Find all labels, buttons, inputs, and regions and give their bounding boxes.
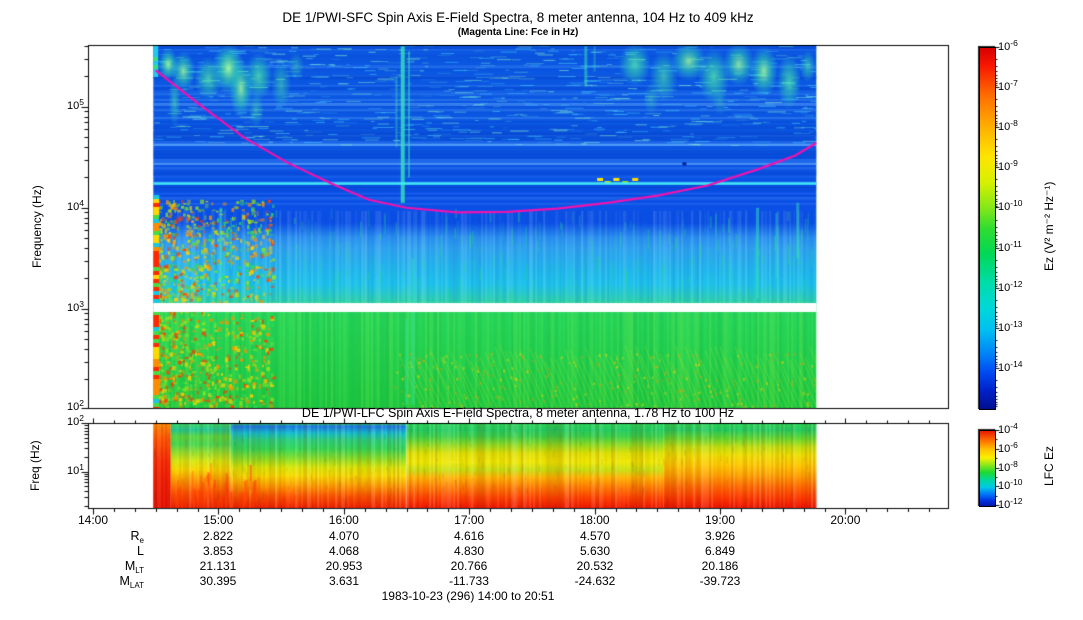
pow-base: 10 xyxy=(998,424,1011,436)
pow-exponent: 1 xyxy=(79,461,84,472)
sfc-colorbar-tick-label: 10-7 xyxy=(998,78,1018,95)
lfc-colorbar-tick-label: 10-12 xyxy=(998,496,1023,513)
pow-exponent: -4 xyxy=(1010,421,1018,431)
pow-base: 10 xyxy=(998,121,1011,134)
pow-exponent: -12 xyxy=(1010,278,1023,289)
sfc-y-tick-label: 103 xyxy=(67,298,84,316)
lfc-colorbar xyxy=(979,430,996,507)
lfc-colorbar-tick-label: 10-4 xyxy=(998,421,1018,438)
pow-exponent: -7 xyxy=(1010,78,1018,89)
pow-base: 10 xyxy=(67,416,80,428)
pow-exponent: -12 xyxy=(1010,496,1023,506)
sfc-y-tick-label: 102 xyxy=(67,398,84,415)
time-tick-label: 20:00 xyxy=(830,513,861,527)
pow-base: 10 xyxy=(67,200,80,213)
pow-exponent: -6 xyxy=(1010,38,1018,48)
pow-base: 10 xyxy=(67,401,80,414)
pow-base: 10 xyxy=(998,361,1011,374)
pow-base: 10 xyxy=(998,41,1011,53)
pow-base: 10 xyxy=(998,281,1011,294)
time-tick-label: 18:00 xyxy=(579,513,610,527)
time-tick-label: 14:00 xyxy=(77,513,109,527)
pow-exponent: -8 xyxy=(1010,118,1018,129)
sfc-colorbar-tick-labels: 10-6 10-7 10-8 10-9 10-10 10-11 10-12 10-13 10-1… xyxy=(998,38,1038,408)
lfc-colorbar-tick-label: 10-10 xyxy=(998,477,1023,494)
lfc-y-tick-label: 102 xyxy=(67,413,84,430)
sfc-colorbar-tick-label: 10-10 xyxy=(998,198,1023,215)
pow-base: 10 xyxy=(998,461,1011,474)
pow-base: 10 xyxy=(998,201,1011,214)
time-tick-label: 19:00 xyxy=(704,513,736,527)
sfc-title: DE 1/PWI-SFC Spin Axis E-Field Spectra, … xyxy=(282,10,754,25)
pow-base: 10 xyxy=(67,301,80,314)
pow-exponent: -13 xyxy=(1010,318,1023,329)
pow-exponent: -6 xyxy=(1010,439,1018,450)
sfc-colorbar-tick-label: 10-11 xyxy=(998,238,1022,256)
pow-base: 10 xyxy=(67,464,80,477)
footer-label: 1983-10-23 (296) 14:00 to 20:51 xyxy=(381,589,555,603)
pow-base: 10 xyxy=(998,442,1011,455)
sfc-colorbar-tick-label: 10-9 xyxy=(998,158,1018,175)
lfc-title: DE 1/PWI-LFC Spin Axis E-Field Spectra, … xyxy=(301,406,735,420)
lfc-colorbar-tick-label: 10-8 xyxy=(998,458,1018,476)
sfc-y-tick-labels: 105 104 103 102 xyxy=(40,45,84,413)
sfc-colorbar-tick-label: 10-14 xyxy=(998,358,1023,376)
lfc-colorbar-tick-label: 10-6 xyxy=(998,439,1018,457)
pow-exponent: 4 xyxy=(79,197,84,208)
pow-base: 10 xyxy=(998,241,1011,254)
pow-exponent: -11 xyxy=(1010,238,1022,249)
time-tick-label: 16:00 xyxy=(328,513,359,527)
pow-base: 10 xyxy=(998,480,1011,493)
lfc-y-tick-label: 101 xyxy=(67,461,84,479)
sfc-y-tick-label: 104 xyxy=(67,197,84,215)
time-tick-label: 15:00 xyxy=(203,513,234,527)
lfc-colorbar-label: LFC Ez xyxy=(1042,445,1056,486)
pow-exponent: -9 xyxy=(1010,158,1018,169)
sfc-colorbar xyxy=(979,47,996,410)
sfc-y-tick-label: 105 xyxy=(67,96,84,114)
pow-exponent: 2 xyxy=(79,398,84,409)
pow-exponent: -10 xyxy=(1010,198,1023,209)
lfc-colorbar-tick-labels: 10-4 10-6 10-8 10-10 10-12 xyxy=(998,421,1038,511)
sfc-colorbar-tick-label: 10-6 xyxy=(998,38,1018,55)
pow-exponent: 5 xyxy=(79,96,84,107)
pow-base: 10 xyxy=(998,499,1011,511)
time-axis-labels: 14:00 15:00 16:00 17:00 18:00 19:00 20:00 xyxy=(0,513,1083,528)
pow-exponent: 2 xyxy=(79,413,84,423)
pow-base: 10 xyxy=(998,321,1011,334)
sfc-colorbar-label: Ez (V² m⁻² Hz⁻¹) xyxy=(1042,181,1056,272)
sfc-colorbar-tick-label: 10-13 xyxy=(998,318,1023,336)
time-tick-label: 17:00 xyxy=(454,513,485,527)
pow-exponent: -10 xyxy=(1010,477,1023,488)
pow-base: 10 xyxy=(67,99,80,112)
sfc-colorbar-tick-label: 10-8 xyxy=(998,118,1018,135)
pow-exponent: -14 xyxy=(1010,358,1023,369)
pow-base: 10 xyxy=(998,161,1011,174)
pow-exponent: 3 xyxy=(79,298,84,309)
pow-exponent: -8 xyxy=(1010,458,1018,469)
sfc-colorbar-tick-label: 10-12 xyxy=(998,278,1023,296)
lfc-y-tick-labels: 102 101 xyxy=(40,413,84,508)
sfc-subtitle: (Magenta Line: Fce in Hz) xyxy=(457,27,579,38)
pow-base: 10 xyxy=(998,81,1011,94)
